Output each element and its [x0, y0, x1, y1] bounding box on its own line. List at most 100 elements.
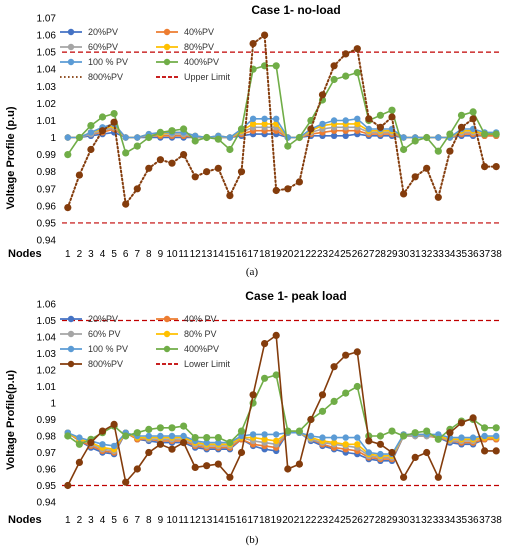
chart-a-point — [434, 193, 442, 201]
chart-a-point — [64, 204, 72, 212]
chart-b-point — [423, 448, 431, 457]
chart-a-point — [342, 72, 350, 80]
chart-b-point — [75, 440, 83, 448]
chart-a-point — [122, 134, 129, 141]
chart-b-y-tick: 1.02 — [37, 366, 57, 377]
chart-b-title: Case 1- peak load — [245, 289, 346, 303]
chart-a-point — [411, 173, 419, 181]
chart-b-point — [273, 431, 280, 438]
legend-marker — [163, 315, 171, 323]
chart-b-point — [226, 439, 234, 447]
legend-label: 100 % PV — [88, 344, 128, 354]
chart-a-x-tick: 28 — [375, 249, 387, 260]
chart-a-point — [307, 125, 315, 133]
chart-b-point — [492, 424, 500, 432]
chart-a-point — [446, 147, 454, 155]
chart-a-x-tick: 18 — [259, 249, 271, 260]
chart-b-point — [330, 434, 338, 441]
chart-a-point — [133, 185, 141, 193]
chart-a-y-tick: 1.02 — [37, 99, 57, 110]
chart-b-point — [446, 429, 454, 437]
chart-a-point — [469, 115, 477, 123]
chart-b-x-tick: 31 — [410, 515, 422, 526]
legend-label: Upper Limit — [184, 72, 231, 82]
chart-b-point — [353, 348, 361, 356]
chart-a-y-tick: 1.07 — [37, 14, 57, 25]
chart-b-point — [76, 434, 83, 441]
chart-b-point — [214, 460, 222, 468]
legend-label: 100 % PV — [88, 57, 128, 67]
chart-b-point — [145, 432, 152, 440]
chart-a-y-tick: 0.98 — [37, 167, 57, 178]
legend-marker — [163, 345, 171, 353]
chart-b-point — [214, 434, 222, 442]
chart-a-point — [365, 115, 373, 123]
chart-b-x-tick: 6 — [123, 515, 129, 526]
chart-a-x-tick: 27 — [363, 249, 375, 260]
chart-b-point — [133, 429, 141, 437]
chart-b-x-tick: 18 — [259, 515, 271, 526]
chart-b-point — [249, 391, 257, 399]
chart-a-x-tick: 25 — [340, 249, 352, 260]
chart-b-point — [400, 473, 408, 481]
chart-a-y-tick: 1.06 — [37, 31, 57, 42]
chart-a-point — [400, 134, 407, 141]
chart-b-x-tick: 9 — [158, 515, 164, 526]
chart-b-point — [110, 442, 118, 450]
chart-b-point — [168, 445, 176, 453]
legend-marker — [67, 360, 75, 368]
chart-a-x-tick: 2 — [77, 249, 83, 260]
legend-label: 60% PV — [88, 329, 121, 339]
chart-b-point — [168, 432, 176, 440]
legend-label: 80%PV — [184, 42, 214, 52]
legend-label: 80% PV — [184, 329, 217, 339]
chart-a-point — [457, 123, 466, 131]
chart-a-point — [330, 117, 338, 124]
chart-b-x-tick: 4 — [100, 515, 106, 526]
chart-b-point — [249, 431, 257, 438]
chart-a-point — [261, 115, 268, 123]
chart-b-point — [411, 429, 419, 437]
chart-a-title: Case 1- no-load — [251, 3, 340, 17]
chart-a-point — [330, 132, 338, 139]
chart-b-point — [400, 432, 408, 440]
chart-a-series-line — [67, 65, 497, 156]
chart-b-point — [156, 424, 164, 432]
chart-a-x-tick: 21 — [294, 249, 306, 260]
chart-a-y-tick: 1.01 — [37, 116, 57, 127]
legend-label: 60%PV — [88, 42, 118, 52]
chart-a-point — [342, 132, 349, 139]
chart-a-series-line — [66, 34, 498, 209]
chart-b-y-tick: 1.04 — [37, 333, 57, 344]
legend-marker — [67, 58, 75, 66]
chart-a-x-tick: 9 — [158, 249, 164, 260]
chart-b-point — [354, 434, 361, 441]
chart-b-point — [423, 427, 431, 435]
chart-b-point — [365, 437, 373, 445]
chart-a-point — [492, 163, 500, 171]
legend-marker — [163, 58, 171, 66]
chart-b-y-tick: 0.99 — [37, 415, 57, 426]
chart-a-x-tick: 4 — [100, 249, 106, 260]
chart-b-point — [376, 432, 384, 440]
chart-a-point — [226, 134, 234, 141]
chart-a-point — [191, 137, 199, 145]
chart-b-point — [64, 481, 72, 490]
chart-a-point — [214, 164, 222, 172]
chart-a-point — [133, 142, 141, 150]
chart-a-point — [64, 134, 72, 141]
chart-b-point — [481, 432, 488, 440]
chart-a-point — [134, 134, 141, 141]
chart-a-x-tick: 15 — [224, 249, 236, 260]
chart-b-y-label: Voltage Profile(p.u) — [5, 370, 17, 470]
chart-b-y-tick: 1.05 — [37, 316, 57, 327]
chart-a-point — [237, 168, 246, 176]
chart-b-y-tick: 1 — [50, 399, 56, 410]
chart-b-point — [307, 432, 315, 440]
chart-a-x-tick: 11 — [178, 249, 189, 260]
chart-b-x-tick: 24 — [329, 515, 341, 526]
chart-a-point — [354, 115, 361, 123]
chart-b-point — [122, 432, 130, 440]
chart-b-point — [261, 374, 269, 382]
chart-a-x-tick: 7 — [134, 249, 140, 260]
